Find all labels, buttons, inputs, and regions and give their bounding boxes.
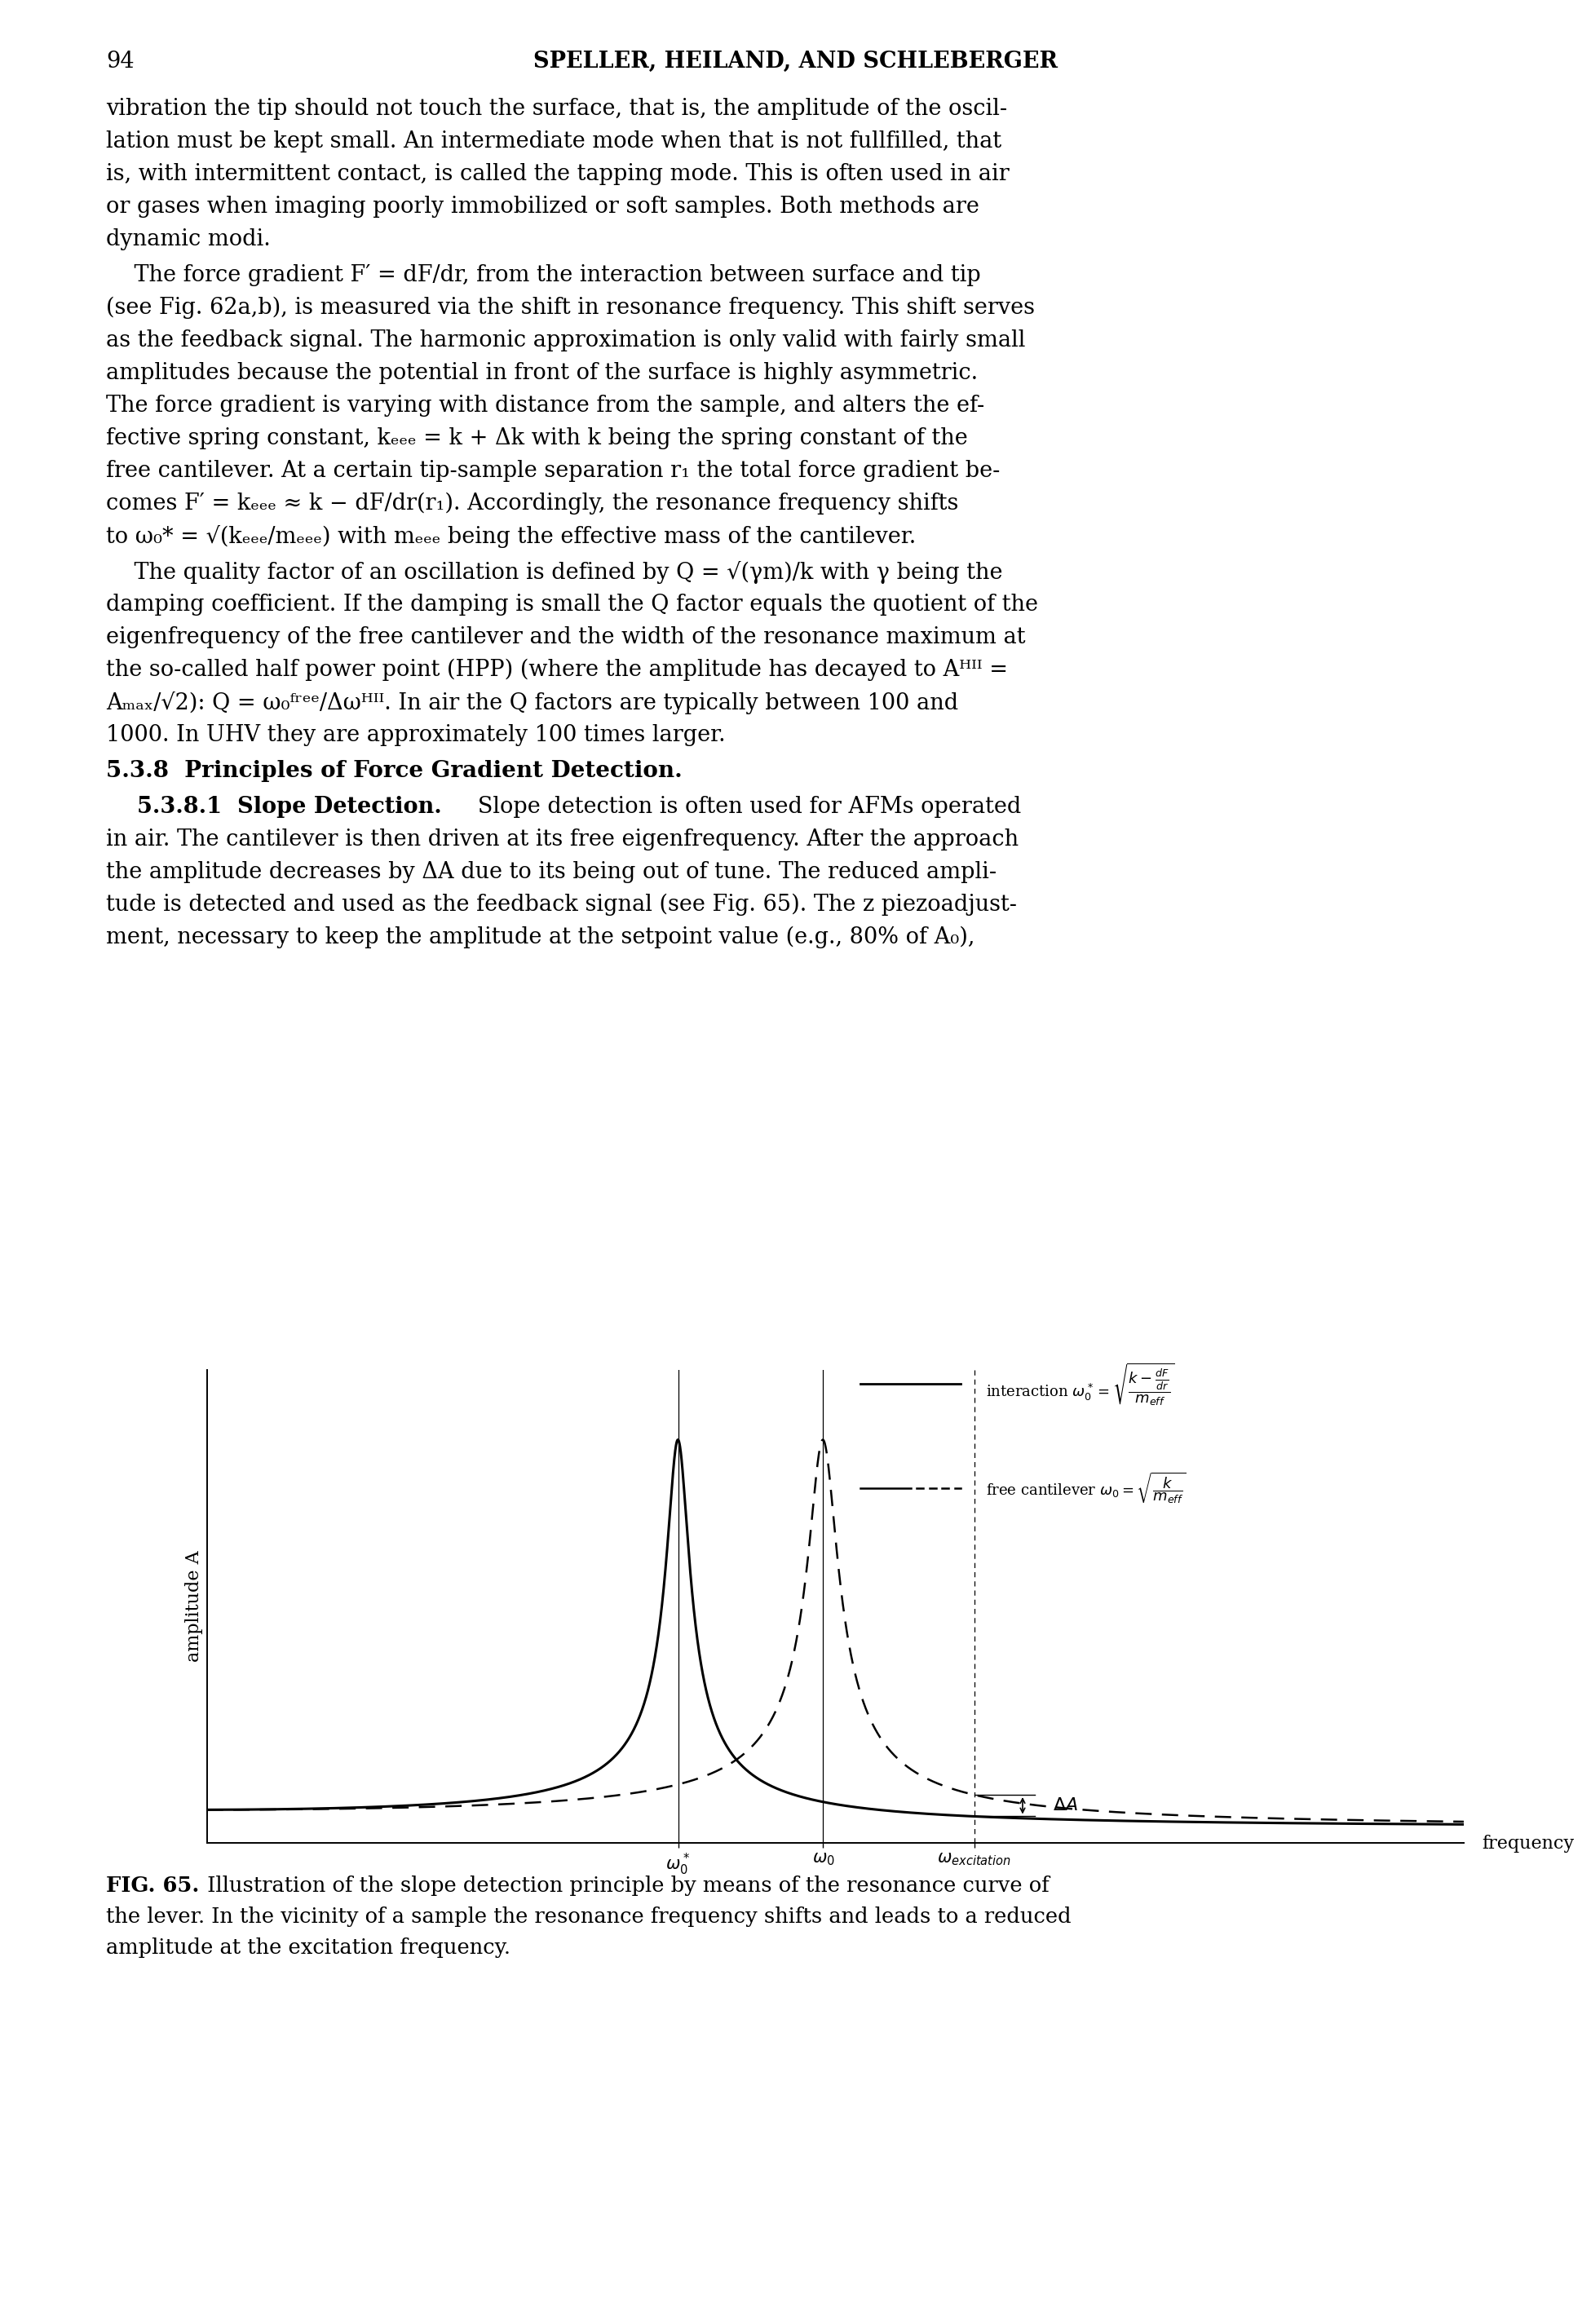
- Text: 94: 94: [107, 51, 134, 72]
- Text: dynamic modi.: dynamic modi.: [107, 228, 270, 251]
- Text: comes F′ = kₑₑₑ ≈ k − dF/dr(r₁). Accordingly, the resonance frequency shifts: comes F′ = kₑₑₑ ≈ k − dF/dr(r₁). Accordi…: [107, 493, 958, 516]
- Text: ment, necessary to keep the amplitude at the setpoint value (e.g., 80% of A₀),: ment, necessary to keep the amplitude at…: [107, 927, 975, 948]
- Text: as the feedback signal. The harmonic approximation is only valid with fairly sma: as the feedback signal. The harmonic app…: [107, 330, 1025, 351]
- Text: The quality factor of an oscillation is defined by Q = √(γm)/k with γ being the: The quality factor of an oscillation is …: [107, 560, 1002, 583]
- Text: free cantilever. At a certain tip-sample separation r₁ the total force gradient : free cantilever. At a certain tip-sample…: [107, 460, 1001, 481]
- Text: fective spring constant, kₑₑₑ = k + Δk with k being the spring constant of the: fective spring constant, kₑₑₑ = k + Δk w…: [107, 428, 967, 449]
- Text: 5.3.8  Principles of Force Gradient Detection.: 5.3.8 Principles of Force Gradient Detec…: [107, 760, 683, 781]
- Text: eigenfrequency of the free cantilever and the width of the resonance maximum at: eigenfrequency of the free cantilever an…: [107, 625, 1026, 648]
- Text: Illustration of the slope detection principle by means of the resonance curve of: Illustration of the slope detection prin…: [194, 1875, 1050, 1896]
- Text: the lever. In the vicinity of a sample the resonance frequency shifts and leads : the lever. In the vicinity of a sample t…: [107, 1906, 1071, 1927]
- Text: interaction $\omega_0^* = \sqrt{\dfrac{k-\frac{dF}{dr}}{m_{eff}}}$: interaction $\omega_0^* = \sqrt{\dfrac{k…: [986, 1362, 1174, 1406]
- Text: tude is detected and used as the feedback signal (see Fig. 65). The z piezoadjus: tude is detected and used as the feedbac…: [107, 895, 1017, 916]
- Text: lation must be kept small. An intermediate mode when that is not fullfilled, tha: lation must be kept small. An intermedia…: [107, 130, 1001, 153]
- Text: free cantilever $\omega_0 = \sqrt{\dfrac{k}{m_{eff}}}$: free cantilever $\omega_0 = \sqrt{\dfrac…: [986, 1471, 1187, 1506]
- Text: in air. The cantilever is then driven at its free eigenfrequency. After the appr: in air. The cantilever is then driven at…: [107, 827, 1018, 851]
- Text: or gases when imaging poorly immobilized or soft samples. Both methods are: or gases when imaging poorly immobilized…: [107, 195, 980, 218]
- Text: SPELLER, HEILAND, AND SCHLEBERGER: SPELLER, HEILAND, AND SCHLEBERGER: [533, 51, 1058, 72]
- Text: frequency: frequency: [1481, 1836, 1573, 1852]
- Text: amplitude at the excitation frequency.: amplitude at the excitation frequency.: [107, 1938, 511, 1957]
- Text: damping coefficient. If the damping is small the Q factor equals the quotient of: damping coefficient. If the damping is s…: [107, 593, 1037, 616]
- Text: 5.3.8.1  Slope Detection.: 5.3.8.1 Slope Detection.: [107, 795, 442, 818]
- Text: is, with intermittent contact, is called the tapping mode. This is often used in: is, with intermittent contact, is called…: [107, 163, 1009, 186]
- Y-axis label: amplitude A: amplitude A: [186, 1550, 204, 1662]
- Text: Slope detection is often used for AFMs operated: Slope detection is often used for AFMs o…: [457, 795, 1021, 818]
- Text: (see Fig. 62a,b), is measured via the shift in resonance frequency. This shift s: (see Fig. 62a,b), is measured via the sh…: [107, 297, 1034, 318]
- Text: 1000. In UHV they are approximately 100 times larger.: 1000. In UHV they are approximately 100 …: [107, 725, 725, 746]
- Text: vibration the tip should not touch the surface, that is, the amplitude of the os: vibration the tip should not touch the s…: [107, 98, 1007, 121]
- Text: the amplitude decreases by ΔA due to its being out of tune. The reduced ampli-: the amplitude decreases by ΔA due to its…: [107, 862, 996, 883]
- Text: the so-called half power point (HPP) (where the amplitude has decayed to Aᴴᴵᴵ =: the so-called half power point (HPP) (wh…: [107, 660, 1009, 681]
- Text: FIG. 65.: FIG. 65.: [107, 1875, 199, 1896]
- Text: $\Delta A$: $\Delta A$: [1053, 1796, 1079, 1815]
- Text: to ω₀* = √(kₑₑₑ/mₑₑₑ) with mₑₑₑ being the effective mass of the cantilever.: to ω₀* = √(kₑₑₑ/mₑₑₑ) with mₑₑₑ being th…: [107, 525, 916, 548]
- Text: Aₘₐₓ/√2): Q = ω₀ᶠʳᵉᵉ/Δωᴴᴵᴵ. In air the Q factors are typically between 100 and: Aₘₐₓ/√2): Q = ω₀ᶠʳᵉᵉ/Δωᴴᴵᴵ. In air the Q…: [107, 693, 958, 713]
- Text: amplitudes because the potential in front of the surface is highly asymmetric.: amplitudes because the potential in fron…: [107, 363, 978, 383]
- Text: The force gradient F′ = dF/dr, from the interaction between surface and tip: The force gradient F′ = dF/dr, from the …: [107, 265, 980, 286]
- Text: The force gradient is varying with distance from the sample, and alters the ef-: The force gradient is varying with dista…: [107, 395, 985, 416]
